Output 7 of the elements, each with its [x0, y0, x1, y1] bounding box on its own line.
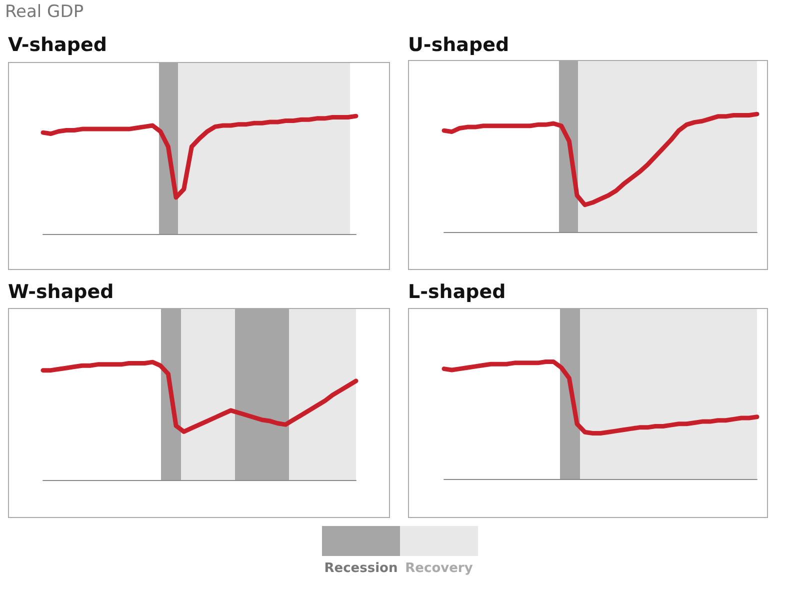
- chart-title: W-shaped: [8, 280, 114, 304]
- chart-title: L-shaped: [408, 280, 506, 304]
- text: Real GDP: [5, 2, 84, 22]
- text: Recession: [324, 561, 398, 576]
- chart-title: U-shaped: [408, 33, 510, 57]
- chart-title: V-shaped: [8, 33, 107, 57]
- text: Recovery: [405, 561, 473, 576]
